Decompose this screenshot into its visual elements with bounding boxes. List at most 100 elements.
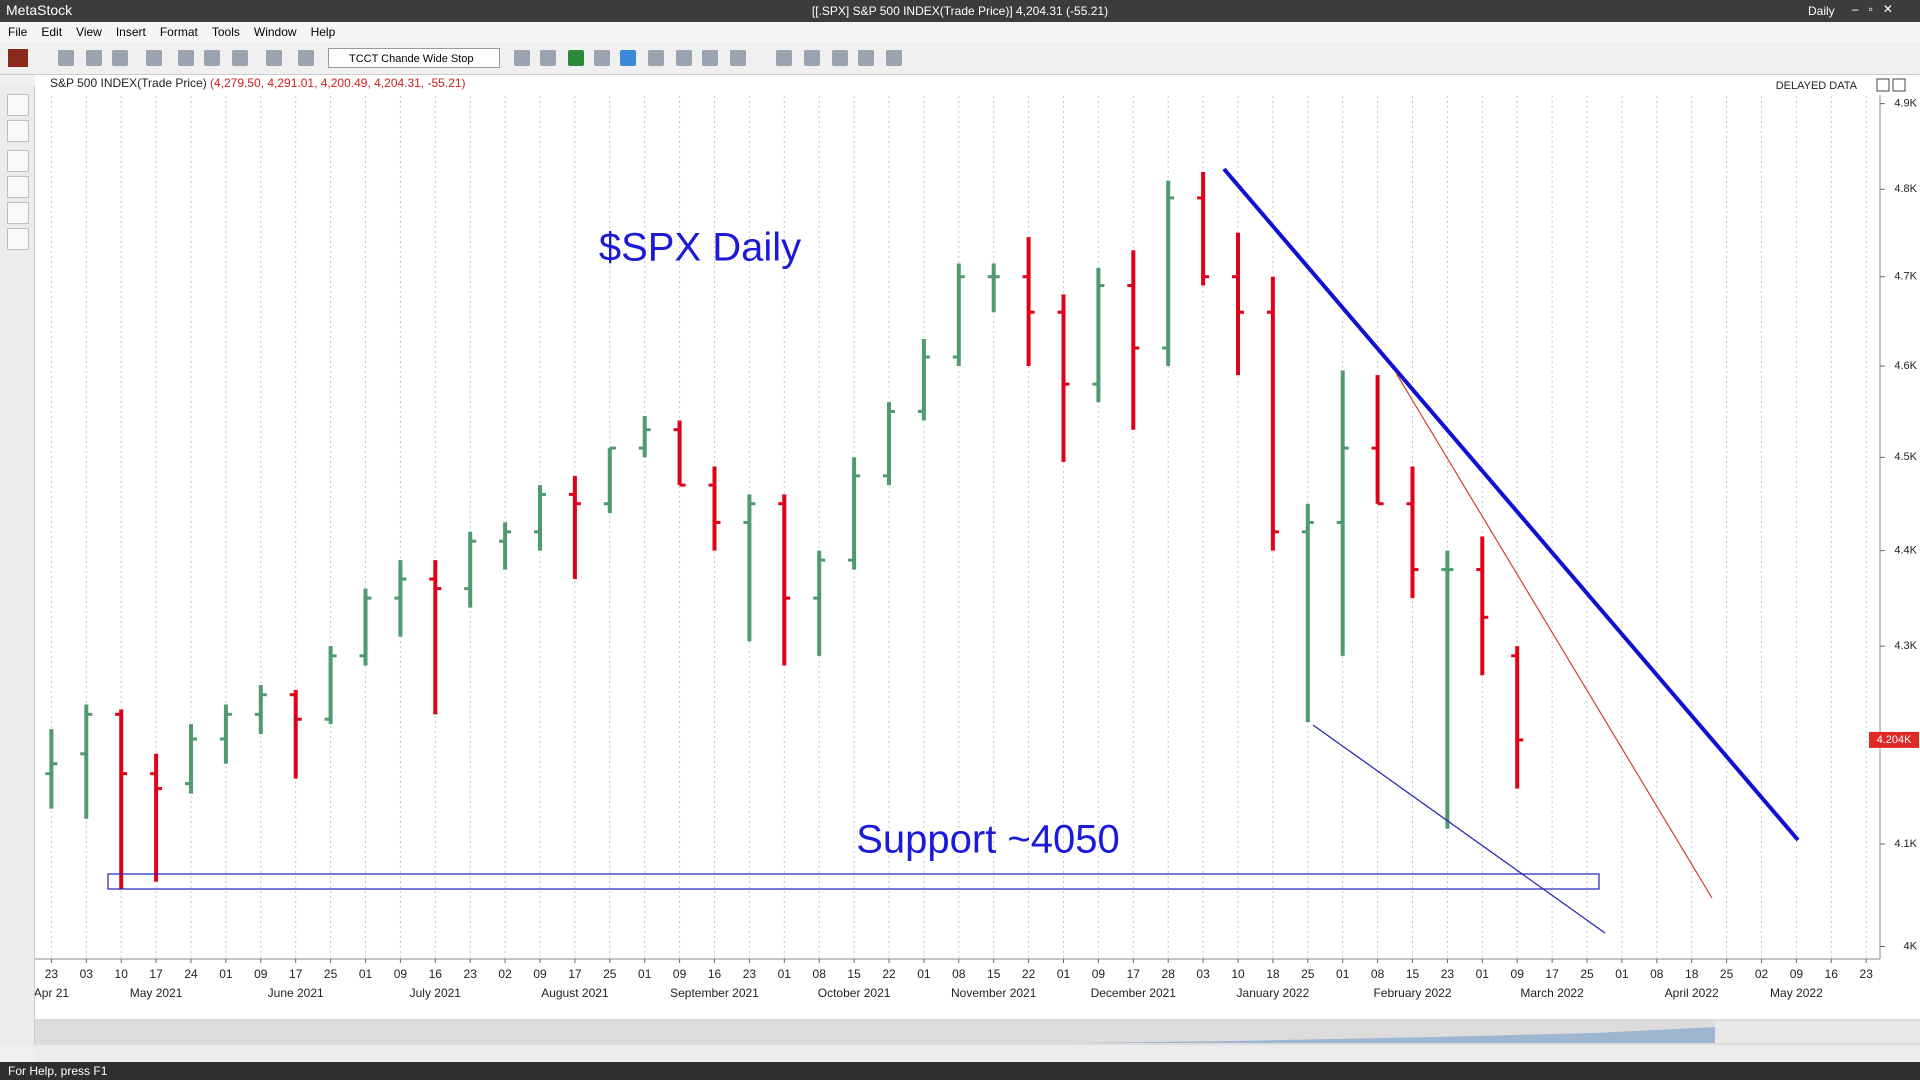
tool-button[interactable]: [568, 50, 584, 66]
x-tick-label: 01: [1336, 967, 1350, 981]
menu-item[interactable]: Insert: [115, 25, 146, 39]
window-controls[interactable]: –▫✕: [1852, 2, 1903, 16]
select-tool[interactable]: [7, 94, 29, 116]
menu-item[interactable]: Edit: [41, 25, 63, 39]
tool-button[interactable]: [648, 50, 664, 66]
tool-button[interactable]: [702, 50, 718, 66]
fib-tool[interactable]: [7, 228, 29, 250]
tool-button[interactable]: [594, 50, 610, 66]
x-tick-label: 01: [778, 967, 792, 981]
zoom-button[interactable]: [298, 50, 314, 66]
x-tick-label: 02: [498, 967, 512, 981]
annotation: Support ~4050: [856, 818, 1120, 862]
scroll-controls[interactable]: [1715, 1021, 1920, 1043]
vline-tool[interactable]: [7, 202, 29, 224]
x-tick-label: 22: [882, 967, 896, 981]
copy-button[interactable]: [204, 50, 220, 66]
x-tick-label: 15: [847, 967, 861, 981]
layout-button[interactable]: [832, 50, 848, 66]
y-tick-label: 4.8K: [1894, 183, 1917, 195]
x-tick-label: 22: [1022, 967, 1036, 981]
open-button[interactable]: [86, 50, 102, 66]
x-tick-label: 03: [1196, 967, 1210, 981]
maximize-pane[interactable]: [1876, 78, 1890, 92]
month-label: June 2021: [268, 986, 324, 1000]
y-tick-label: 4.4K: [1894, 545, 1917, 557]
x-tick-label: 09: [394, 967, 408, 981]
menu-item[interactable]: Tools: [211, 25, 240, 39]
logo-button[interactable]: [8, 49, 28, 67]
chart-background: [35, 75, 1920, 1060]
x-tick-label: 08: [813, 967, 827, 981]
x-tick-label: 15: [1406, 967, 1420, 981]
x-tick-label: 09: [254, 967, 268, 981]
layout-button[interactable]: [886, 50, 902, 66]
x-tick-label: 08: [952, 967, 966, 981]
undo-button[interactable]: [266, 50, 282, 66]
menu-item[interactable]: Format: [159, 25, 198, 39]
layout-button[interactable]: [776, 50, 792, 66]
close-pane[interactable]: [1892, 78, 1906, 92]
x-tick-label: 15: [987, 967, 1001, 981]
window-title: [[.SPX] S&P 500 INDEX(Trade Price)] 4,20…: [811, 4, 1109, 18]
toolbar: TCCT Chande Wide Stop: [0, 42, 1920, 75]
y-tick-label: 4K: [1904, 940, 1918, 952]
paste-button[interactable]: [232, 50, 248, 66]
x-tick-label: 01: [638, 967, 652, 981]
crosshair-tool[interactable]: [7, 120, 29, 142]
x-tick-label: 23: [1860, 967, 1874, 981]
annotation: $SPX Daily: [599, 226, 801, 270]
layout-button[interactable]: [858, 50, 874, 66]
menu-item[interactable]: File: [8, 25, 28, 39]
save-button[interactable]: [112, 50, 128, 66]
hline-tool[interactable]: [7, 176, 29, 198]
new-button[interactable]: [58, 50, 74, 66]
menu-item[interactable]: View: [76, 25, 102, 39]
trendline-tool[interactable]: [7, 150, 29, 172]
cut-button[interactable]: [178, 50, 194, 66]
feed-status: DELAYED DATA: [1776, 80, 1858, 92]
x-tick-label: 09: [1092, 967, 1106, 981]
x-tick-label: 03: [80, 967, 94, 981]
trendline: [1312, 724, 1606, 934]
menu-bar: File Edit View Insert Format Tools Window Help: [0, 22, 1920, 42]
tab-bar: [35, 1045, 1920, 1060]
chart-pane: S&P 500 INDEX(Trade Price) (4,279.50, 4,…: [35, 75, 1920, 1060]
x-tick-label: 01: [917, 967, 931, 981]
x-tick-label: 08: [1650, 967, 1664, 981]
y-tick-label: 4.7K: [1894, 271, 1917, 283]
x-tick-label: 02: [1755, 967, 1769, 981]
x-tick-label: 08: [1371, 967, 1385, 981]
y-tick-label: 4.3K: [1894, 640, 1917, 652]
menu-item[interactable]: Window: [253, 25, 297, 39]
x-tick-label: 09: [1790, 967, 1804, 981]
tool-button[interactable]: [676, 50, 692, 66]
x-tick-label: 25: [1301, 967, 1315, 981]
x-tick-label: 16: [708, 967, 722, 981]
status-bar: For Help, press F1: [0, 1062, 1920, 1080]
overview-thumb: [1075, 1027, 1735, 1043]
security-name: S&P 500 INDEX(Trade Price): [50, 76, 207, 90]
month-label: May 2022: [1770, 986, 1823, 1000]
x-tick-label: 16: [429, 967, 443, 981]
tool-button[interactable]: [730, 50, 746, 66]
tool-button[interactable]: [540, 50, 556, 66]
print-button[interactable]: [146, 50, 162, 66]
x-tick-label: 01: [359, 967, 373, 981]
y-tick-label: 4.5K: [1894, 451, 1917, 463]
month-label: December 2021: [1091, 986, 1177, 1000]
indicator-dropdown[interactable]: TCCT Chande Wide Stop: [328, 48, 500, 68]
drawing-toolbar: [0, 86, 35, 1046]
x-tick-label: 01: [1057, 967, 1071, 981]
x-tick-label: 10: [1231, 967, 1245, 981]
title-bar: MetaStock [[.SPX] S&P 500 INDEX(Trade Pr…: [0, 0, 1920, 22]
tool-button[interactable]: [620, 50, 636, 66]
menu-item[interactable]: Help: [310, 25, 336, 39]
layout-button[interactable]: [804, 50, 820, 66]
month-label: October 2021: [818, 986, 891, 1000]
x-tick-label: 25: [603, 967, 617, 981]
tool-button[interactable]: [514, 50, 530, 66]
month-label: Apr 21: [35, 986, 69, 1000]
month-label: February 2022: [1373, 986, 1451, 1000]
